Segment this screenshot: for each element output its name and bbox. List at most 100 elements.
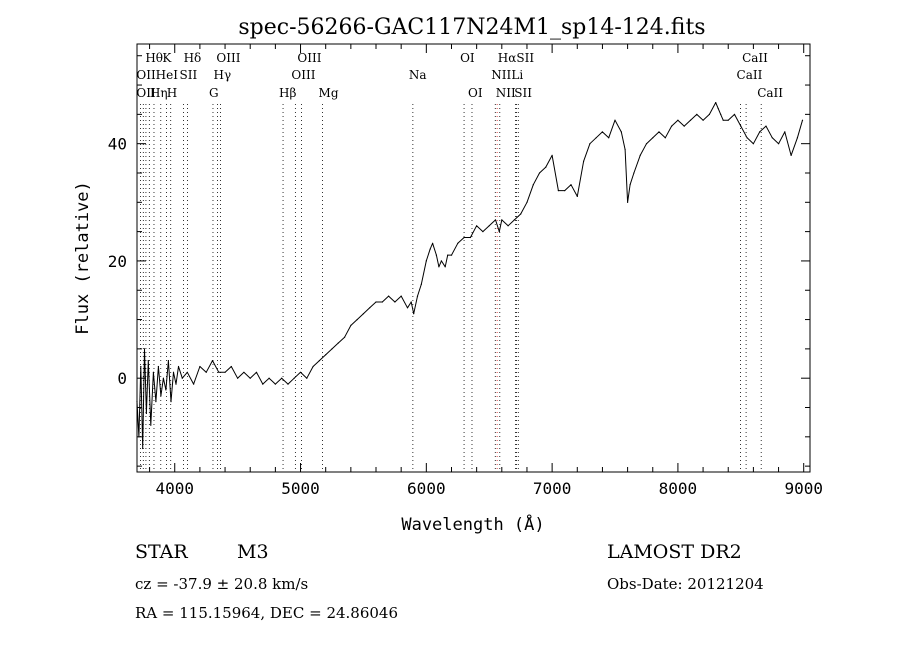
line-label: Mg (319, 86, 339, 100)
spectrum-point (205, 371, 207, 373)
chart-title: spec-56266-GAC117N24M1_sp14-124.fits (238, 15, 705, 40)
spectrum-point (469, 236, 471, 239)
spectrum-point (494, 219, 497, 221)
x-tick-label: 9000 (784, 479, 823, 498)
spectrum-point (147, 360, 149, 362)
spectrum-point (155, 401, 157, 403)
spectrum-point (532, 184, 534, 186)
line-label: NII (491, 68, 511, 82)
spectrum-point (778, 143, 780, 145)
spectrum-point (218, 371, 220, 373)
spectrum-point (652, 137, 654, 139)
line-label: CaII (757, 86, 783, 100)
sky-coordinates: RA = 115.15964, DEC = 24.86046 (135, 604, 399, 622)
spectrum-point (172, 371, 175, 373)
spectrum-point (293, 377, 295, 379)
line-label: Na (409, 68, 427, 82)
spectrum-point (369, 307, 371, 309)
spectrum-series (136, 102, 804, 450)
spectrum-point (796, 137, 799, 139)
spectrum-point (444, 266, 446, 268)
line-label: Hβ (279, 86, 296, 100)
spectrum-point (211, 360, 214, 362)
y-axis: 0 20 40 (108, 55, 810, 467)
redshift-velocity: cz = -37.9 ± 20.8 km/s (135, 575, 309, 593)
spectrum-point (281, 377, 283, 379)
spectrum-point (150, 424, 152, 426)
spectrum-point (375, 301, 377, 303)
spectrum-point (400, 295, 402, 297)
line-label: HαSII (498, 51, 535, 65)
spectrum-point (425, 260, 427, 262)
spectrum-point (576, 195, 578, 197)
line-label: SII (514, 86, 532, 100)
spectrum-point (629, 184, 631, 186)
spectrum-point (416, 295, 419, 297)
spectrum-point (538, 172, 541, 174)
spectrum-point (318, 360, 320, 362)
spectrum-point (299, 371, 302, 373)
spectrum-point (708, 113, 711, 115)
spectrum-point (224, 371, 226, 373)
spectrum-point (435, 254, 437, 256)
x-tick-label: 7000 (533, 479, 572, 498)
spectrum-point (262, 383, 264, 385)
spectrum-point (162, 377, 164, 379)
spectrum-point (237, 377, 239, 379)
line-label: Hγ (214, 68, 232, 82)
survey-name: LAMOST DR2 (607, 541, 742, 563)
observation-date: Obs-Date: 20121204 (607, 575, 764, 593)
spectrum-point (420, 283, 422, 285)
spectrum-point (381, 301, 383, 303)
spectrum-point (175, 383, 177, 385)
spectrum-point (325, 354, 327, 356)
spectrum-point (671, 125, 673, 127)
spectrum-point (167, 360, 169, 362)
spectrum-point (476, 225, 478, 227)
line-label: CaII (737, 68, 763, 82)
y-tick-label: 0 (117, 369, 127, 388)
y-tick-label: 40 (108, 135, 127, 154)
spectrum-point (312, 365, 314, 368)
spectrum-point (268, 377, 270, 379)
line-label: OIII (297, 51, 321, 65)
spectrum-point (344, 336, 346, 338)
spectrum-point (639, 154, 641, 156)
spectrum-point (457, 242, 459, 244)
line-label: OII (136, 68, 156, 82)
spectrum-point (520, 213, 522, 215)
spectrum-point (413, 313, 415, 315)
spectrum-point (658, 131, 660, 133)
spectrum-point (765, 125, 767, 127)
object-class: STAR (135, 541, 188, 563)
line-label: K (162, 51, 172, 65)
spectrum-point (170, 401, 172, 403)
emission-line-markers (139, 104, 762, 472)
spectrum-point (589, 143, 591, 145)
plot-frame (136, 43, 811, 473)
spectrum-point (140, 365, 142, 368)
line-label: OIII (216, 51, 240, 65)
y-tick-label: 20 (108, 252, 127, 271)
spectrum-point (583, 160, 585, 162)
spectrum-point (152, 371, 154, 373)
spectrum-point (564, 190, 566, 192)
line-label: Hδ (184, 51, 202, 65)
spectrum-point (627, 201, 629, 203)
spectrum-point (614, 119, 616, 121)
y-axis-label: Flux (relative) (73, 181, 93, 335)
spectrum-point (450, 254, 453, 256)
spectrum-point (362, 313, 364, 315)
spectrum-point (689, 119, 692, 121)
spectrum-point (482, 231, 484, 233)
spectrum-point (740, 125, 742, 127)
spectrum-point (545, 166, 547, 168)
spectrum-point (702, 119, 704, 121)
spectrum-point (633, 172, 635, 174)
spectrum-point (463, 236, 465, 239)
spectrum-point (595, 137, 597, 139)
spectrum-point (274, 383, 276, 385)
spectrum-point (677, 119, 679, 121)
spectrum-point (683, 125, 685, 127)
